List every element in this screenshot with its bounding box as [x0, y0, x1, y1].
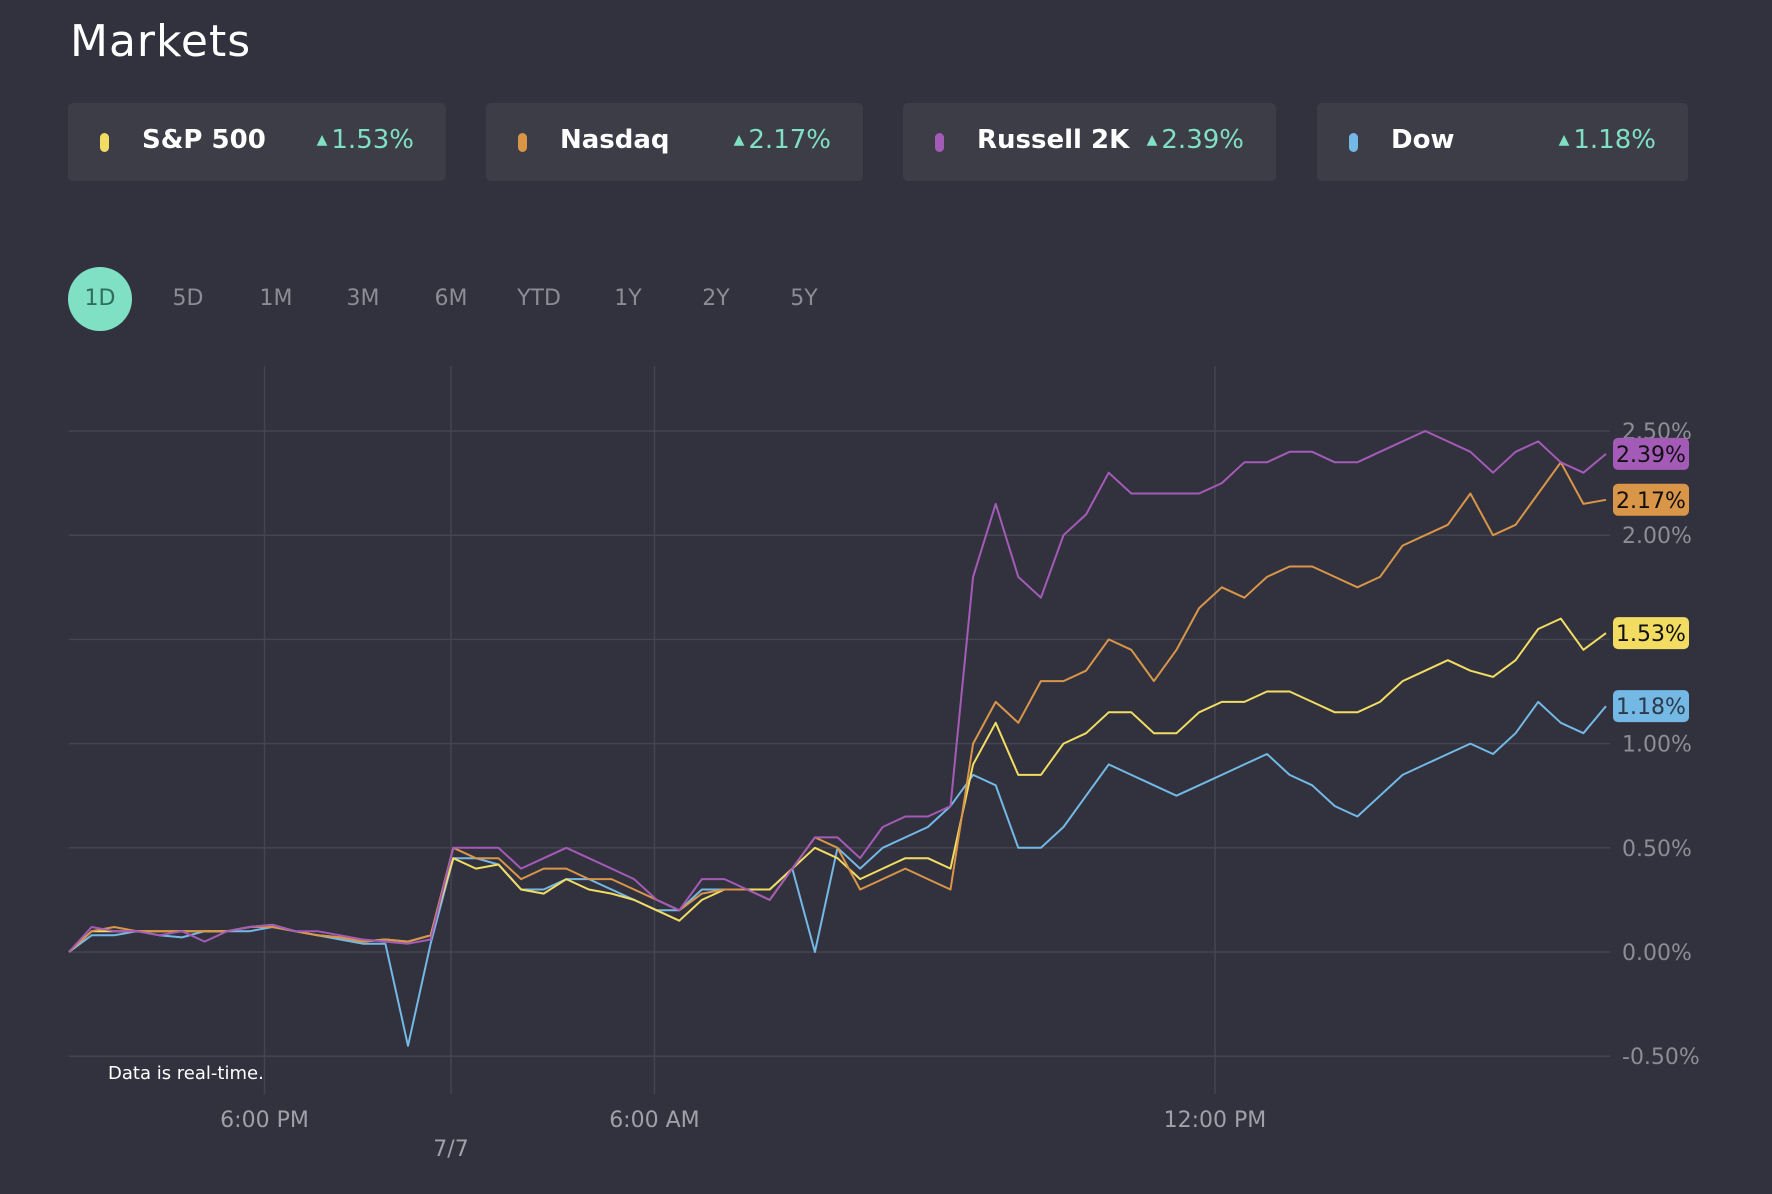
index-card-s-p-500[interactable]: S&P 500 ▲ 1.53% — [68, 103, 446, 181]
page-title: Markets — [70, 16, 252, 67]
y-tick-label: -0.50% — [1622, 1045, 1700, 1070]
x-tick-label: 6:00 AM — [609, 1108, 699, 1133]
y-tick-label: 0.00% — [1622, 941, 1692, 966]
range-tab-2y[interactable]: 2Y — [702, 286, 730, 311]
y-tick-label: 0.50% — [1622, 837, 1692, 862]
badge-bg — [1613, 437, 1689, 470]
range-tab-5d[interactable]: 5D — [172, 286, 204, 311]
badge-bg — [1613, 690, 1689, 723]
range-tab-3m[interactable]: 3M — [346, 286, 380, 311]
series-line-s-p-500 — [68, 617, 1607, 953]
range-tab-5y[interactable]: 5Y — [790, 286, 818, 311]
index-card-dow[interactable]: Dow ▲ 1.18% — [1317, 103, 1688, 181]
range-tab-6m[interactable]: 6M — [434, 286, 468, 311]
badge-label: 1.18% — [1616, 695, 1686, 720]
up-arrow-icon: ▲ — [1558, 132, 1570, 148]
legend-dot — [935, 133, 944, 152]
y-tick-label: 1.00% — [1622, 733, 1692, 758]
range-tab-1m[interactable]: 1M — [259, 286, 293, 311]
badge-label: 2.17% — [1616, 489, 1686, 514]
badge-label: 2.39% — [1616, 443, 1686, 468]
last-value-badge: 2.39% — [1613, 437, 1689, 470]
legend-dot — [1349, 133, 1358, 152]
x-tick-label: 6:00 PM — [220, 1108, 309, 1133]
series-line-dow — [68, 700, 1607, 1047]
badge-label: 1.53% — [1616, 622, 1686, 647]
badge-bg — [1613, 617, 1689, 650]
index-change: ▲ 2.17% — [733, 125, 831, 155]
range-tab-1d[interactable]: 1D — [68, 267, 132, 331]
badge-bg — [1613, 483, 1689, 516]
last-value-badge: 1.18% — [1613, 690, 1689, 723]
y-tick-label: 2.00% — [1622, 524, 1692, 549]
index-card-nasdaq[interactable]: Nasdaq ▲ 2.17% — [486, 103, 863, 181]
legend-dot — [100, 133, 109, 152]
last-value-badge: 2.17% — [1613, 483, 1689, 516]
index-name: Nasdaq — [560, 125, 670, 155]
series-line-nasdaq — [68, 461, 1607, 953]
index-name: Dow — [1391, 125, 1455, 155]
index-change: ▲ 1.53% — [316, 125, 414, 155]
index-change: ▲ 2.39% — [1146, 125, 1244, 155]
range-tab-ytd[interactable]: YTD — [517, 286, 561, 311]
index-change: ▲ 1.18% — [1558, 125, 1656, 155]
x-tick-label: 12:00 PM — [1164, 1108, 1267, 1133]
up-arrow-icon: ▲ — [1146, 132, 1158, 148]
series-line-russell-2k — [68, 430, 1607, 953]
up-arrow-icon: ▲ — [316, 132, 328, 148]
legend-dot — [518, 133, 527, 152]
x-tick-label: 7/7 — [433, 1137, 468, 1162]
last-value-badge: 1.53% — [1613, 617, 1689, 650]
realtime-note: Data is real-time. — [108, 1063, 264, 1084]
range-tab-1y[interactable]: 1Y — [614, 286, 642, 311]
index-card-russell-2k[interactable]: Russell 2K ▲ 2.39% — [903, 103, 1276, 181]
index-name: Russell 2K — [977, 125, 1130, 155]
index-name: S&P 500 — [142, 125, 266, 155]
up-arrow-icon: ▲ — [733, 132, 745, 148]
